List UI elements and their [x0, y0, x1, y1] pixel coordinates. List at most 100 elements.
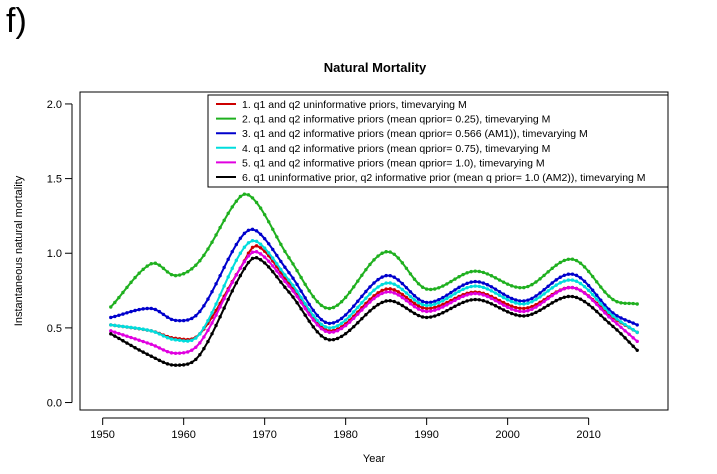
series-point — [489, 302, 494, 306]
series-point — [615, 328, 619, 332]
series-point — [461, 300, 465, 305]
series-point — [262, 246, 267, 250]
series-point — [392, 275, 396, 279]
series-point — [210, 332, 214, 336]
series-point — [570, 278, 575, 282]
series-point — [635, 348, 639, 352]
series-point — [590, 274, 595, 279]
series-point — [311, 313, 315, 318]
series-point — [469, 298, 473, 302]
series-point — [145, 328, 149, 332]
series-point — [315, 299, 320, 304]
series-point — [145, 341, 149, 345]
series-point — [493, 304, 498, 308]
series-point — [546, 270, 550, 274]
series-point — [125, 325, 129, 329]
series-point — [287, 270, 291, 275]
series-point — [607, 310, 611, 315]
series-point — [230, 289, 234, 293]
series-point — [153, 356, 158, 360]
series-point — [291, 295, 295, 299]
y-tick-label: 0.5 — [47, 323, 62, 335]
series-point — [327, 306, 332, 311]
series-point — [198, 309, 202, 314]
series-point — [505, 282, 510, 286]
series-point — [433, 305, 437, 310]
series-point — [603, 306, 607, 310]
series-point — [437, 304, 441, 308]
series-point — [586, 294, 591, 299]
series-point — [562, 258, 567, 263]
series-point — [505, 310, 510, 314]
series-point — [392, 291, 396, 295]
series-line — [110, 250, 638, 355]
series-point — [295, 268, 299, 273]
series-point — [566, 272, 571, 276]
series-point — [570, 294, 575, 299]
series-point — [376, 291, 380, 295]
series-point — [352, 304, 356, 308]
series-point — [404, 306, 409, 310]
series-point — [267, 259, 271, 263]
series-point — [343, 331, 348, 336]
series-point — [574, 295, 579, 300]
series-point — [558, 288, 562, 293]
series-point — [299, 275, 303, 280]
series-point — [635, 323, 639, 327]
series-point — [599, 302, 603, 306]
series-point — [303, 302, 307, 306]
series-point — [319, 322, 324, 326]
series-point — [372, 305, 376, 310]
legend-label: 1. q1 and q2 uninformative priors, timev… — [242, 99, 467, 111]
series-point — [449, 294, 453, 298]
series-point — [161, 360, 166, 364]
series-point — [181, 318, 186, 323]
series-point — [376, 293, 380, 298]
series-point — [315, 318, 320, 323]
series-point — [368, 262, 372, 267]
series-point — [186, 339, 190, 343]
series-point — [149, 306, 153, 311]
series-point — [141, 267, 145, 272]
legend-label: 4. q1 and q2 informative priors (mean qp… — [242, 143, 550, 155]
series-point — [352, 310, 356, 314]
series-point — [530, 312, 534, 316]
series-point — [315, 313, 320, 318]
series-point — [194, 336, 198, 340]
series-point — [202, 346, 206, 351]
series-point — [133, 346, 137, 350]
y-tick-label: 1.0 — [47, 248, 62, 260]
series-point — [173, 338, 178, 342]
series-line — [110, 228, 638, 326]
legend-label: 6. q1 uninformative prior, q2 informativ… — [242, 172, 646, 184]
series-point — [514, 298, 518, 302]
series-point — [424, 306, 429, 311]
series-point — [412, 304, 417, 309]
series-point — [283, 265, 287, 269]
series-point — [627, 340, 631, 344]
series-point — [226, 211, 230, 216]
series-point — [445, 308, 449, 313]
legend-label: 2. q1 and q2 informative priors (mean qp… — [242, 114, 550, 126]
series-point — [372, 258, 376, 262]
series-point — [416, 304, 421, 308]
series-point — [254, 200, 259, 205]
series-point — [424, 309, 429, 314]
series-point — [121, 290, 125, 295]
series-point — [117, 331, 121, 336]
series-point — [384, 281, 388, 285]
series-point — [603, 317, 607, 321]
series-point — [590, 298, 595, 303]
series-point — [331, 330, 336, 334]
series-point — [416, 307, 421, 311]
series-point — [615, 299, 619, 304]
series-point — [408, 272, 413, 276]
series-point — [441, 295, 445, 300]
series-point — [234, 281, 239, 285]
series-point — [222, 265, 226, 270]
series-point — [234, 273, 239, 277]
series-point — [133, 337, 137, 341]
series-point — [372, 288, 376, 292]
series-point — [611, 318, 615, 323]
